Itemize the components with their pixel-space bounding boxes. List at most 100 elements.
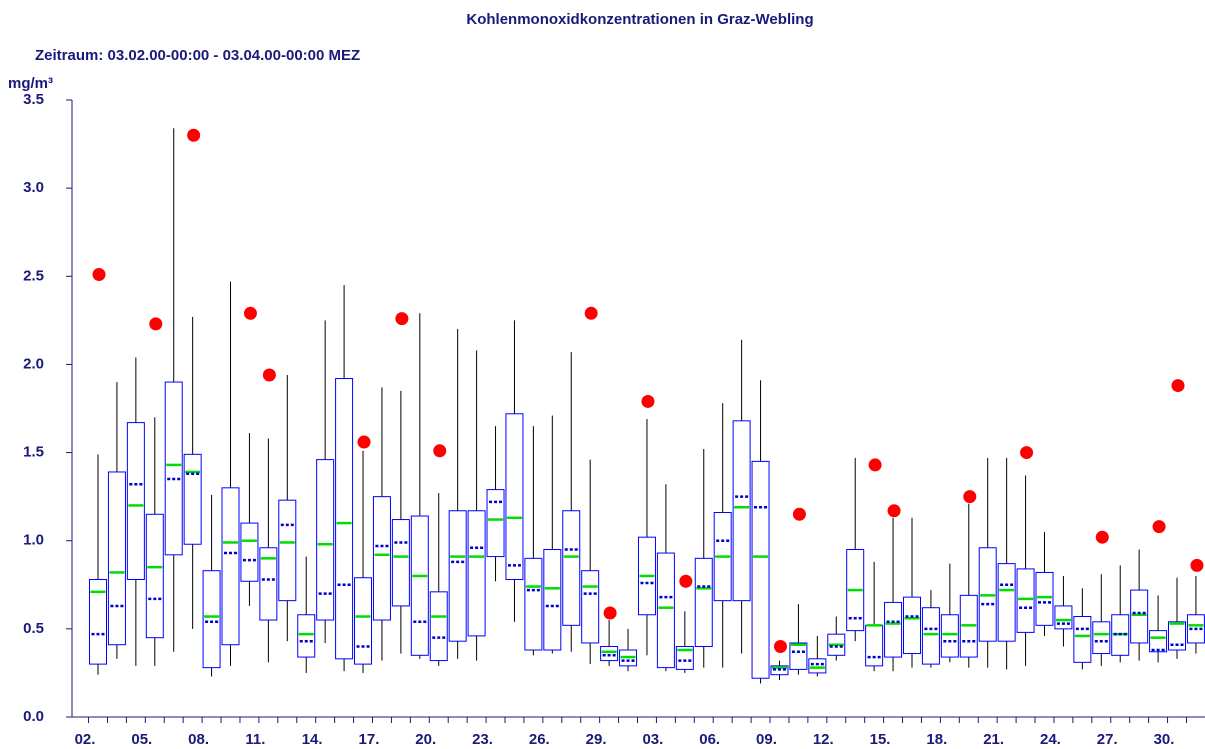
y-axis-label: mg/m³	[8, 75, 53, 92]
box	[89, 578, 107, 665]
x-tick-label: 24.	[1040, 731, 1061, 748]
maximum-point	[792, 507, 806, 521]
box	[808, 658, 827, 674]
x-tick-label: 21.	[983, 731, 1004, 748]
x-tick-label: 12.	[813, 731, 834, 748]
box	[240, 522, 259, 582]
y-tick-label: 2.5	[23, 267, 44, 284]
chart-subtitle: Zeitraum: 03.02.00-00:00 - 03.04.00-00:0…	[35, 47, 360, 64]
x-tick-label: 02.	[75, 731, 96, 748]
box	[391, 519, 410, 607]
box	[940, 614, 959, 658]
maximum-point	[1171, 379, 1185, 393]
maximum-point	[357, 435, 371, 449]
y-tick-label: 1.5	[23, 444, 44, 461]
box	[505, 413, 524, 580]
box	[448, 510, 467, 642]
x-tick-label: 14.	[302, 731, 323, 748]
box	[107, 471, 126, 646]
y-tick-label: 1.0	[23, 532, 44, 549]
maximum-point	[641, 394, 655, 408]
box	[1168, 621, 1187, 651]
x-tick-label: 05.	[131, 731, 152, 748]
x-tick-label: 06.	[699, 731, 720, 748]
box	[278, 499, 297, 602]
box	[884, 601, 903, 658]
box	[543, 549, 562, 651]
box	[316, 459, 335, 621]
box	[1130, 589, 1149, 644]
maximum-point	[243, 306, 257, 320]
maximum-point	[395, 312, 409, 326]
maximum-point	[584, 306, 598, 320]
maximum-point	[679, 574, 693, 588]
box	[1092, 621, 1111, 655]
maximum-point	[773, 639, 787, 653]
x-tick-label: 11.	[245, 731, 265, 748]
box	[675, 645, 694, 670]
box	[221, 487, 240, 646]
box	[562, 510, 581, 626]
box	[126, 422, 145, 580]
maximum-point	[262, 368, 276, 382]
box	[372, 496, 391, 621]
box	[183, 453, 202, 545]
maximum-point	[149, 317, 163, 331]
maximum-point	[433, 444, 447, 458]
maximum-point	[1190, 558, 1204, 572]
x-tick-label: 30.	[1154, 731, 1175, 748]
y-tick-label: 0.0	[23, 708, 44, 725]
maximum-point	[603, 606, 617, 620]
maximum-point	[963, 490, 977, 504]
box	[732, 420, 751, 602]
box	[164, 381, 183, 556]
box	[581, 570, 600, 644]
x-tick-label: 08.	[188, 731, 209, 748]
maximum-point	[1095, 530, 1109, 544]
x-tick-label: 09.	[756, 731, 777, 748]
y-tick-label: 3.5	[23, 91, 44, 108]
box	[1054, 605, 1073, 630]
box	[145, 513, 164, 639]
box	[1149, 630, 1168, 653]
x-tick-label: 29.	[586, 731, 607, 748]
maximum-point	[868, 458, 882, 472]
y-tick-label: 0.5	[23, 620, 44, 637]
maximum-point	[1152, 520, 1166, 534]
box	[789, 642, 808, 670]
box	[865, 624, 884, 667]
x-tick-label: 26.	[529, 731, 550, 748]
box	[354, 577, 373, 665]
y-tick-label: 2.0	[23, 355, 44, 372]
x-tick-label: 27.	[1097, 731, 1118, 748]
maximum-point	[1020, 446, 1034, 460]
box	[600, 645, 619, 662]
box	[902, 596, 921, 655]
box	[656, 552, 675, 669]
y-tick-label: 3.0	[23, 179, 44, 196]
box	[751, 460, 770, 679]
box	[202, 570, 221, 669]
x-tick-label: 20.	[415, 731, 436, 748]
maximum-point	[187, 128, 201, 142]
box	[1035, 571, 1054, 626]
chart-title: Kohlenmonoxidkonzentrationen in Graz-Web…	[466, 11, 813, 28]
box	[1016, 568, 1035, 633]
x-tick-label: 23.	[472, 731, 493, 748]
box	[921, 607, 940, 665]
box	[1073, 616, 1092, 663]
x-tick-label: 18.	[926, 731, 947, 748]
x-tick-label: 17.	[359, 731, 380, 748]
maximum-point	[92, 268, 106, 282]
box	[259, 547, 278, 621]
box	[335, 378, 354, 660]
box	[694, 557, 713, 647]
x-tick-label: 03.	[642, 731, 663, 748]
box	[467, 510, 486, 637]
box	[410, 515, 429, 656]
box	[429, 591, 448, 662]
box	[997, 563, 1016, 642]
x-tick-label: 15.	[870, 731, 891, 748]
box	[297, 614, 316, 658]
